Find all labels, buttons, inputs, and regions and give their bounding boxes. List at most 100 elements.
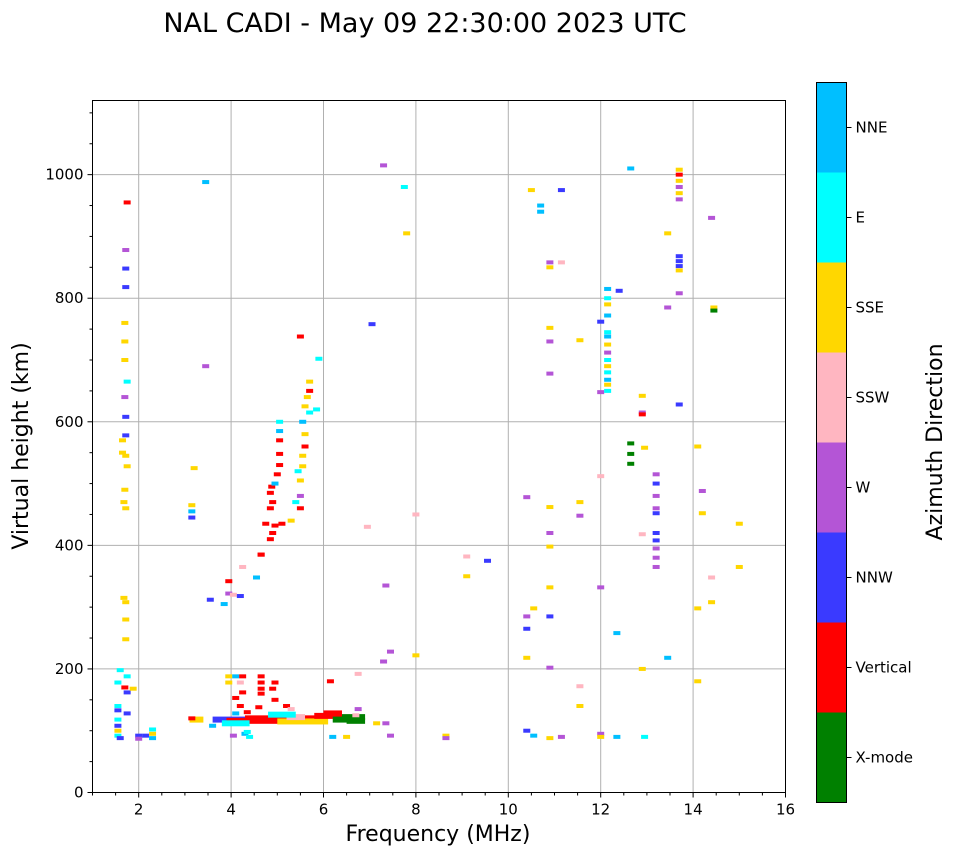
echo-point [463,574,471,579]
echo-point [299,464,307,469]
echo-point [268,484,276,489]
echo-point [232,695,240,700]
echo-point [123,464,131,469]
echo-point [123,200,131,205]
echo-point [188,509,196,514]
echo-point [299,453,307,458]
echo-point [306,388,314,393]
echo-point [576,513,584,518]
echo-point [675,402,683,407]
echo-point [116,736,124,741]
echo-point [382,583,390,588]
echo-point [301,404,309,409]
echo-point [652,493,660,498]
echo-point [710,305,718,310]
echo-point [557,260,565,265]
echo-point [114,680,122,685]
echo-point [708,215,716,220]
echo-point [276,429,284,434]
echo-point [604,358,612,362]
echo-point [638,532,646,537]
echo-point [269,686,277,691]
echo-point [368,322,376,327]
echo-point [352,713,360,718]
echo-point [675,178,683,183]
data-points [114,163,743,741]
colorbar: X-mode Vertical NNW W SSW SSE E NNE [816,82,913,803]
colorbar-segment [816,352,847,443]
echo-point [664,655,672,660]
echo-point [627,441,635,446]
echo-point [294,469,302,474]
echo-point [354,671,362,676]
echo-point [698,511,706,516]
echo-point [121,395,129,400]
echo-point [380,163,388,168]
echo-point [380,659,388,664]
echo-point [271,523,279,528]
colorbar-label: E [856,209,865,227]
echo-point [373,721,381,726]
echo-point [220,602,228,607]
echo-point [675,197,683,202]
colorbar-label: Vertical [856,659,912,677]
echo-point [271,697,279,702]
echo-point [546,265,554,270]
echo-point [576,684,584,689]
plot-frame [92,100,786,793]
echo-point [273,472,281,477]
y-axis-label: Virtual height (km) [9,342,34,549]
echo-point [287,518,295,523]
echo-point [537,203,545,208]
echo-point [142,733,150,738]
echo-point [675,167,683,172]
echo-point [123,379,131,384]
echo-point [627,461,635,466]
echo-point [597,319,605,324]
echo-point [597,474,605,479]
echo-point [135,736,143,741]
echo-point [149,727,157,732]
colorbar-label: NNE [856,119,888,137]
echo-point [597,731,605,736]
echo-point [546,665,554,670]
echo-point [735,521,743,526]
echo-point [386,733,394,738]
y-tick-label: 400 [55,536,84,554]
echo-point [315,356,323,361]
echo-point [604,382,612,387]
echo-point [576,338,584,343]
echo-point [202,364,210,369]
grid [92,100,786,793]
echo-point [236,704,244,708]
echo-point [299,419,307,424]
echo-point [301,432,309,437]
echo-point [122,453,130,458]
echo-point [229,733,237,738]
echo-point [604,313,612,318]
echo-point [188,716,196,721]
echo-strip [323,710,342,717]
echo-point [257,691,265,696]
echo-point [675,191,683,196]
echo-point [463,554,471,559]
echo-point [190,466,198,471]
echo-point [232,711,240,716]
echo-point [675,172,683,177]
echo-point [604,364,612,369]
echo-point [557,188,565,193]
echo-point [546,505,554,510]
echo-point [296,493,304,498]
colorbar-segment [816,262,847,353]
echo-point [225,680,233,685]
echo-point [239,690,247,695]
echo-point [652,506,660,511]
echo-point [306,410,314,415]
echo-point [604,302,612,307]
echo-point [523,614,531,619]
echo-point [546,585,554,590]
echo-point [236,680,244,685]
echo-point [638,666,646,671]
echo-point [675,185,683,189]
echo-point [708,600,716,605]
